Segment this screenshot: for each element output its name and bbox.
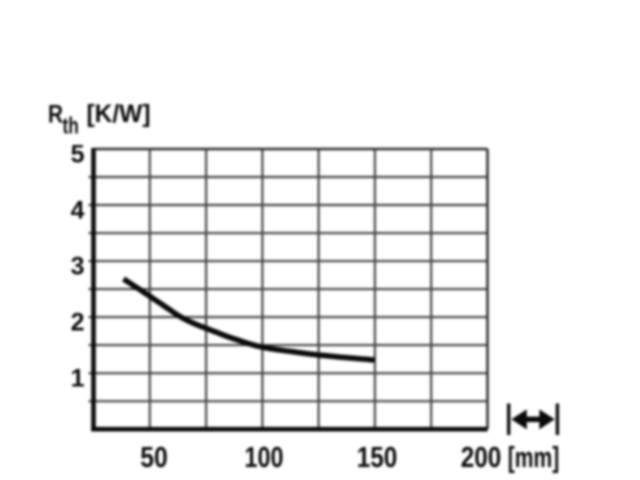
svg-text:th: th: [63, 113, 79, 139]
svg-text:[mm]: [mm]: [508, 442, 559, 474]
svg-text:4: 4: [71, 197, 85, 225]
svg-text:1: 1: [71, 365, 85, 393]
svg-text:R: R: [48, 101, 63, 129]
svg-text:200: 200: [461, 442, 502, 474]
svg-text:150: 150: [357, 442, 398, 474]
svg-text:50: 50: [140, 442, 168, 474]
svg-text:[K/W]: [K/W]: [87, 100, 151, 128]
svg-text:2: 2: [71, 309, 85, 337]
svg-text:100: 100: [245, 442, 284, 474]
svg-text:5: 5: [71, 141, 85, 169]
svg-text:3: 3: [71, 253, 85, 281]
